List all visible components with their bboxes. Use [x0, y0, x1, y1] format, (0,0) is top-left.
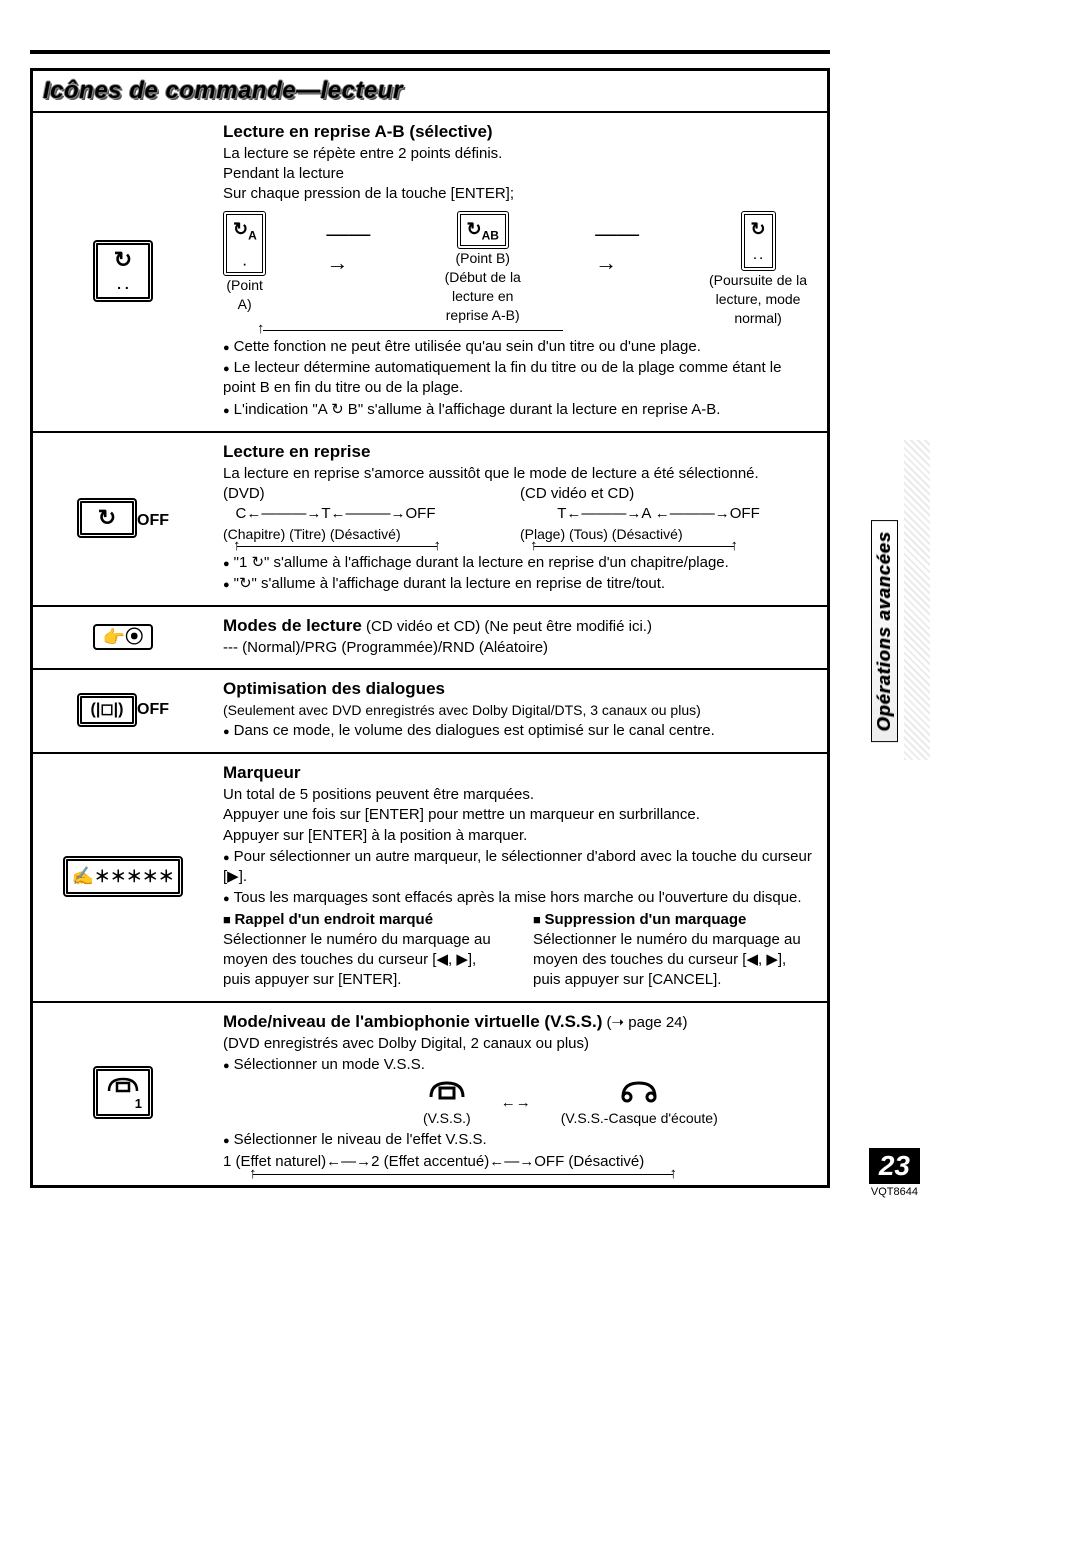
row-repeat: ↻OFF Lecture en reprise La lecture en re…: [33, 432, 827, 606]
row-marker: ✍＊＊＊＊＊ Marqueur Un total de 5 positions …: [33, 753, 827, 1001]
dialog-line1: (Seulement avec DVD enregistrés avec Dol…: [223, 701, 817, 720]
row-play-modes: 👉⦿ Modes de lecture (CD vidéo et CD) (Ne…: [33, 606, 827, 669]
dialog-icon-off: OFF: [137, 701, 169, 718]
playmode-heading: Modes de lecture: [223, 616, 362, 635]
marker-b2: Tous les marquages sont effacés après la…: [223, 888, 817, 908]
cd-flow: T←———→A ←———→OFF: [520, 504, 817, 524]
repeat-icon: ↻: [77, 498, 137, 538]
dvd-sub: (Chapitre) (Titre) (Désactivé): [223, 525, 520, 544]
vss-b1: Sélectionner un mode V.S.S.: [223, 1055, 817, 1075]
ab-b3: L'indication "A ↻ B" s'allume à l'affich…: [223, 400, 817, 420]
ab-line3: Sur chaque pression de la touche [ENTER]…: [223, 184, 817, 204]
recall-heading: Rappel d'un endroit marqué: [223, 910, 507, 930]
arrow-icon: ←→: [501, 1093, 531, 1113]
delete-text: Sélectionner le numéro du marquage au mo…: [533, 930, 817, 991]
row-ab-repeat: ↻. . Lecture en reprise A-B (sélective) …: [33, 113, 827, 432]
ab-line1: La lecture se répète entre 2 points défi…: [223, 144, 817, 164]
marker-b1: Pour sélectionner un autre marqueur, le …: [223, 847, 817, 888]
point-b-label: (Point B): [430, 249, 535, 268]
start-ab-label: (Début de la lecture en reprise A-B): [430, 268, 535, 325]
repeat-icon-off: OFF: [137, 512, 169, 529]
page-title: Icônes de commande—lecteur: [43, 77, 403, 104]
ab-b2: Le lecteur détermine automatiquement la …: [223, 358, 817, 399]
doc-code: VQT8644: [869, 1186, 920, 1198]
vss-headphone-icon: [617, 1077, 661, 1103]
arrow-icon: ——→: [595, 211, 639, 278]
main-content-box: Icônes de commande—lecteur ↻. . Lecture …: [30, 68, 830, 1188]
vss-icon-num: 1: [104, 1097, 142, 1110]
resume-label: (Poursuite de la lecture, mode normal): [699, 271, 817, 328]
vss-line1: (DVD enregistrés avec Dolby Digital, 2 c…: [223, 1034, 817, 1054]
vss-b2: Sélectionner le niveau de l'effet V.S.S.: [223, 1130, 817, 1150]
cd-sub: (Plage) (Tous) (Désactivé): [520, 525, 817, 544]
repeat-bullets: "1 ↻" s'allume à l'affichage durant la l…: [223, 553, 817, 595]
point-a-label: (Point A): [223, 276, 266, 314]
playmode-line1: --- (Normal)/PRG (Programmée)/RND (Aléat…: [223, 638, 817, 658]
side-texture: [904, 440, 930, 760]
top-rule: [30, 50, 830, 54]
recall-text: Sélectionner le numéro du marquage au mo…: [223, 930, 507, 991]
resume-icon: ↻. .: [741, 211, 776, 272]
repeat-content: Lecture en reprise La lecture en reprise…: [213, 432, 827, 606]
vss-bullets2: Sélectionner le niveau de l'effet V.S.S.: [223, 1130, 817, 1150]
ab-bullets: Cette fonction ne peut être utilisée qu'…: [223, 337, 817, 420]
dvd-label: (DVD): [223, 484, 520, 504]
play-mode-icon: 👉⦿: [93, 624, 153, 650]
row-dialog: (|◻|)OFF Optimisation des dialogues (Seu…: [33, 669, 827, 753]
ab-repeat-content: Lecture en reprise A-B (sélective) La le…: [213, 113, 827, 432]
feature-table: ↻. . Lecture en reprise A-B (sélective) …: [33, 113, 827, 1185]
repeat-heading: Lecture en reprise: [223, 441, 817, 464]
dialog-b1: Dans ce mode, le volume des dialogues es…: [223, 721, 817, 741]
ab-flow-row: ↻A . (Point A) ——→ ↻AB (Point B) (Début …: [223, 211, 817, 328]
marker-icon: ✍＊＊＊＊＊: [63, 856, 183, 897]
vss-heading-ref: (➝ page 24): [602, 1014, 687, 1031]
ab-b1: Cette fonction ne peut être utilisée qu'…: [223, 337, 817, 357]
cd-label: (CD vidéo et CD): [520, 484, 817, 504]
marker-l2: Appuyer une fois sur [ENTER] pour mettre…: [223, 805, 817, 825]
play-modes-content: Modes de lecture (CD vidéo et CD) (Ne pe…: [213, 606, 827, 669]
marker-two-col: Rappel d'un endroit marqué Sélectionner …: [223, 910, 817, 991]
dialog-icon: (|◻|): [77, 693, 137, 727]
vss-label: (V.S.S.): [423, 1109, 471, 1128]
row-vss: 1 Mode/niveau de l'ambiophonie virtuelle…: [33, 1002, 827, 1185]
page-number-block: 23 VQT8644: [869, 1148, 920, 1198]
title-bar: Icônes de commande—lecteur: [33, 71, 827, 113]
page-number: 23: [869, 1148, 920, 1184]
side-tab: Opérations avancées: [871, 520, 898, 742]
marker-l3: Appuyer sur [ENTER] à la position à marq…: [223, 826, 817, 846]
marker-stars: ＊＊＊＊＊: [94, 869, 174, 886]
vss-icon: 1: [93, 1066, 153, 1119]
dialog-heading: Optimisation des dialogues: [223, 678, 817, 701]
ab-repeat-icon: ↻. .: [93, 240, 153, 302]
vss-speaker-icon: [425, 1077, 469, 1103]
point-b-icon: ↻AB: [457, 211, 509, 250]
vss-bullets1: Sélectionner un mode V.S.S.: [223, 1055, 817, 1075]
dialog-content: Optimisation des dialogues (Seulement av…: [213, 669, 827, 753]
dialog-bullets: Dans ce mode, le volume des dialogues es…: [223, 721, 817, 741]
arrow-icon: ——→: [326, 211, 370, 278]
vss-hp-label: (V.S.S.-Casque d'écoute): [561, 1109, 718, 1128]
repeat-b1: "1 ↻" s'allume à l'affichage durant la l…: [223, 553, 817, 573]
vss-content: Mode/niveau de l'ambiophonie virtuelle (…: [213, 1002, 827, 1185]
vss-heading: Mode/niveau de l'ambiophonie virtuelle (…: [223, 1012, 602, 1031]
repeat-b2: "↻" s'allume à l'affichage durant la lec…: [223, 574, 817, 594]
marker-heading: Marqueur: [223, 762, 817, 785]
repeat-line1: La lecture en reprise s'amorce aussitôt …: [223, 464, 817, 484]
vss-flow: 1 (Effet naturel)←—→2 (Effet accentué)←—…: [223, 1152, 817, 1172]
ab-heading: Lecture en reprise A-B (sélective): [223, 121, 817, 144]
point-a-icon: ↻A .: [223, 211, 266, 277]
delete-heading: Suppression d'un marquage: [533, 910, 817, 930]
ab-line2: Pendant la lecture: [223, 164, 817, 184]
marker-content: Marqueur Un total de 5 positions peuvent…: [213, 753, 827, 1001]
playmode-note: (CD vidéo et CD) (Ne peut être modifié i…: [362, 618, 652, 635]
dvd-flow: C←———→T←———→OFF: [223, 504, 520, 524]
marker-l1: Un total de 5 positions peuvent être mar…: [223, 785, 817, 805]
marker-bullets: Pour sélectionner un autre marqueur, le …: [223, 847, 817, 909]
